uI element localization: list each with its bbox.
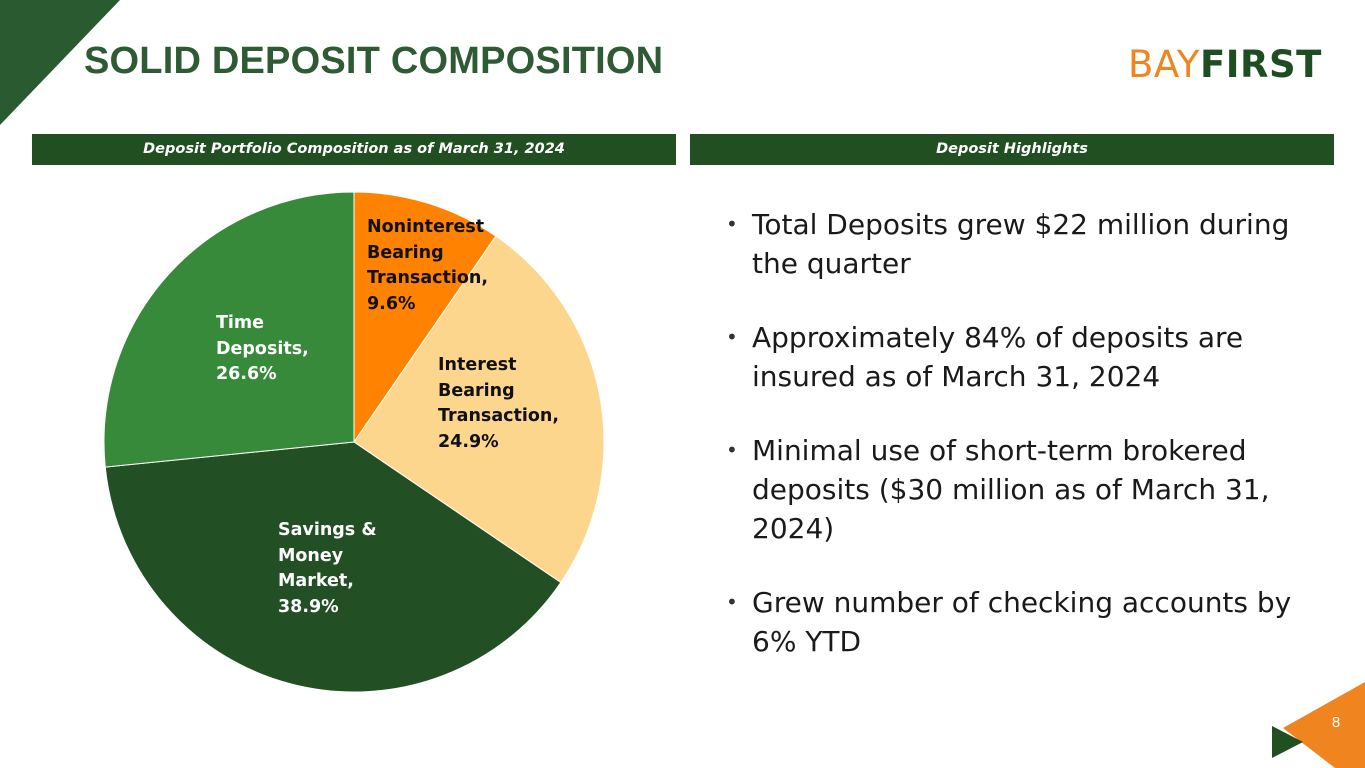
pie-label-line: Interest	[438, 355, 517, 375]
bayfirst-logo: BAYFIRST	[1128, 46, 1322, 83]
pie-label-line: 24.9%	[438, 431, 499, 452]
page-number: 8	[1331, 714, 1341, 731]
pie-label-line: Transaction,	[367, 268, 489, 288]
pie-label-line: Bearing	[367, 242, 444, 263]
pie-label-line: Money	[278, 545, 344, 566]
pie-label-line: 26.6%	[216, 364, 277, 384]
corner-accent-bottom-right	[1272, 682, 1365, 768]
pie-slice-time-deposits	[103, 191, 355, 468]
pie-label-line: 9.6%	[367, 293, 416, 314]
highlight-item: • Approximately 84% of deposits are insur…	[722, 318, 1332, 396]
highlight-text: Total Deposits grew $22 million during t…	[752, 208, 1290, 280]
highlights-panel-header: Deposit Highlights	[690, 134, 1334, 165]
pie-label: Time Deposits, 26.6%	[216, 311, 309, 388]
pie-label: Interest Bearing Transaction, 24.9%	[438, 353, 559, 455]
pie-label-line: Deposits,	[216, 338, 309, 359]
logo-text-first: FIRST	[1199, 43, 1322, 86]
pie-slice-interest-bearing-transaction	[353, 235, 605, 584]
pie-slice-noninterest-bearing-transaction	[353, 191, 497, 444]
bullet-icon: •	[726, 325, 738, 349]
pie-label: Noninterest Bearing Transaction, 9.6%	[367, 215, 488, 317]
pie-slice-savings-money-market	[104, 441, 562, 693]
highlights-list: • Total Deposits grew $22 million during …	[722, 205, 1332, 696]
highlight-item: • Minimal use of short-term brokered depo…	[722, 431, 1332, 548]
pie-label-line: Time	[216, 313, 265, 333]
pie-label-line: Transaction,	[438, 406, 560, 426]
highlight-text: Minimal use of short-term brokered depos…	[752, 434, 1270, 545]
pie-label-line: Bearing	[438, 380, 515, 401]
pie-label-line: Market,	[278, 571, 354, 591]
pie-label-line: Noninterest	[367, 217, 485, 237]
corner-accent-top-left	[0, 0, 120, 125]
highlight-text: Approximately 84% of deposits are insure…	[752, 321, 1244, 393]
highlight-item: • Grew number of checking accounts by 6% …	[722, 583, 1332, 661]
pie-label: Savings & Money Market, 38.9%	[278, 518, 377, 620]
bullet-icon: •	[726, 590, 738, 614]
highlight-text: Grew number of checking accounts by 6% Y…	[752, 586, 1292, 658]
pie-label-line: 38.9%	[278, 596, 339, 617]
highlight-item: • Total Deposits grew $22 million during …	[722, 205, 1332, 283]
logo-text-bay: BAY	[1128, 43, 1200, 86]
bullet-icon: •	[726, 212, 738, 236]
page-title: SOLID DEPOSIT COMPOSITION	[84, 40, 664, 82]
pie-label-line: Savings &	[278, 520, 377, 540]
bullet-icon: •	[726, 438, 738, 462]
chart-panel-header: Deposit Portfolio Composition as of Marc…	[32, 134, 676, 165]
